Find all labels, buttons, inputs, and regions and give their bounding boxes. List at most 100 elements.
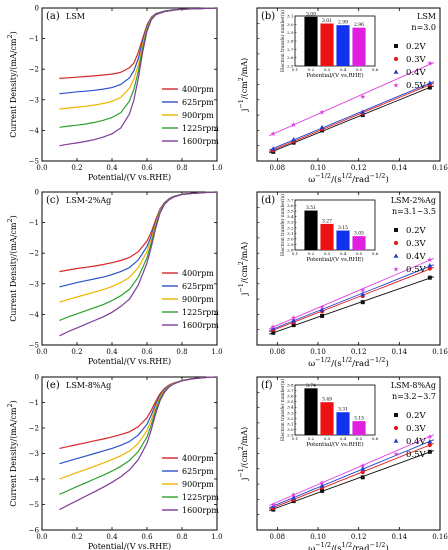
x-tick-label: 0.8 [176,533,187,541]
electron-number-label: n=3.1~3.5 [392,207,436,216]
data-point [291,323,296,328]
x-axis-label: ω−1/2/(s1/2/rad−1/2) [308,356,389,369]
inset-bar [352,421,366,435]
panel-letter: (a) [46,11,60,22]
y-tick-label: −5 [29,501,39,509]
panel-letter: (e) [46,380,60,391]
data-point [393,438,399,443]
data-point [393,240,399,246]
data-point [393,56,399,62]
data-point: ★ [360,462,366,470]
x-tick-label: 0.12 [351,164,367,172]
y-axis-label: Current Density/(mA/cm2) [6,215,18,321]
x-tick-label: 0.2 [71,164,82,172]
inset-y-axis-label: Electron transfer number(n) [281,10,286,72]
inset-bar-chart: 3.51 3.27 3.15 3.05 3.73.63.53.43.33.23.13.0… [281,194,379,263]
data-point [393,425,399,431]
inset-y-tick-label: 3.3 [287,220,294,225]
legend-label: 0.2V [406,411,427,421]
inset-x-tick-label: 0.1 [292,67,298,72]
inset-bar [320,402,334,435]
data-point [394,413,398,417]
series-line-900rpm [59,376,218,480]
panel-material-label: LSM [66,12,85,21]
legend-label: 1600rpm [182,506,219,515]
x-tick-label: 0.4 [106,164,118,172]
series-line-1600rpm [59,191,218,337]
plot-frame [41,191,218,346]
data-point [360,291,366,297]
data-point [394,228,398,232]
series-line-1225rpm [59,7,218,128]
kl-panel-5: 0.08 0.10 0.12 0.14 0.16 ω−1/2/(s1/2/rad−1/2)… [237,376,448,550]
inset-y-tick-label: 2.9 [287,433,294,438]
legend-label: 625rpm [182,98,214,107]
x-tick-label: 0.4 [106,533,118,541]
legend-label: 1600rpm [182,321,219,330]
x-tick-label: 0.0 [36,164,47,172]
data-point [427,275,432,280]
x-tick-label: 1.0 [211,348,222,356]
inset-x-tick-label: 0.3 [324,67,331,72]
inset-bar-value: 3.15 [354,416,364,422]
legend-label: 625rpm [182,467,214,476]
x-tick-label: 0.0 [36,533,47,541]
electron-number-label: n=3.0 [411,23,436,32]
inset-x-axis-label: Potential/(V vs.RHE) [306,72,363,79]
x-tick-label: 0.14 [392,164,408,172]
data-point [319,307,325,312]
data-point: ★ [319,479,325,487]
panel-material-label: LSM [417,12,436,21]
inset-y-tick-label: 2.6 [287,55,294,60]
inset-bar-value: 3.05 [354,231,364,237]
x-tick-label: 0.2 [71,348,82,356]
fit-line-0.3V [269,442,435,510]
data-point: ★ [290,121,296,129]
lsv-panel-4: 0.0 0.2 0.4 0.6 0.8 1.0 0 −1 −2 −3 −4 −5 −6 Potential… [6,374,223,550]
inset-y-tick-label: 3.5 [287,209,294,214]
inset-x-tick-label: 0.6 [372,436,379,441]
lsv-panel-2: 0.0 0.2 0.4 0.6 0.8 1.0 0 −1 −2 −3 −4 −5 Potential/(… [6,189,223,367]
y-tick-label: −2 [29,66,39,74]
x-tick-label: 0.16 [432,164,448,172]
x-tick-label: 0.12 [351,533,367,541]
data-point: ★ [360,93,366,101]
x-tick-label: 0.2 [71,533,82,541]
x-axis-label: ω−1/2/(s1/2/rad−1/2) [308,172,389,185]
legend-label: 400rpm [182,454,214,463]
inset-bar-value: 3.51 [306,205,316,211]
fit-line-0.4V [269,81,435,151]
inset-y-tick-label: 3.6 [287,394,294,399]
inset-x-tick-label: 0.2 [308,436,315,441]
data-point: ★ [393,82,399,90]
data-point [427,449,432,454]
inset-x-tick-label: 0.5 [356,436,363,441]
inset-x-tick-label: 0.5 [356,251,363,256]
y-tick-label: −2 [29,425,39,433]
data-point [360,475,365,480]
y-tick-label: −3 [29,96,39,104]
data-point [393,253,399,258]
inset-x-tick-label: 0.5 [356,67,363,72]
x-tick-label: 0.08 [270,164,286,172]
inset-bar-value: 2.96 [354,22,364,28]
data-point: ★ [393,451,399,459]
x-tick-label: 0.10 [310,348,326,356]
y-axis-label: j−1/(cm2/mA) [237,58,249,112]
inset-bar [304,16,318,66]
fit-line-0.2V [269,85,435,154]
panel-letter: (c) [46,195,60,206]
x-axis-label: ω−1/2/(s1/2/rad−1/2) [308,541,389,550]
y-tick-label: −1 [29,35,39,43]
data-point [270,146,276,151]
legend-label: 1225rpm [182,308,219,317]
y-tick-label: 0 [35,189,39,197]
y-tick-label: −2 [29,250,39,258]
inset-bar [320,23,334,66]
inset-x-tick-label: 0.4 [340,251,347,256]
data-point: ★ [319,109,325,117]
inset-y-tick-label: 2.9 [287,242,294,247]
fit-line-0.5V [269,62,435,137]
inset-x-tick-label: 0.4 [340,67,347,72]
inset-bar [352,236,366,250]
